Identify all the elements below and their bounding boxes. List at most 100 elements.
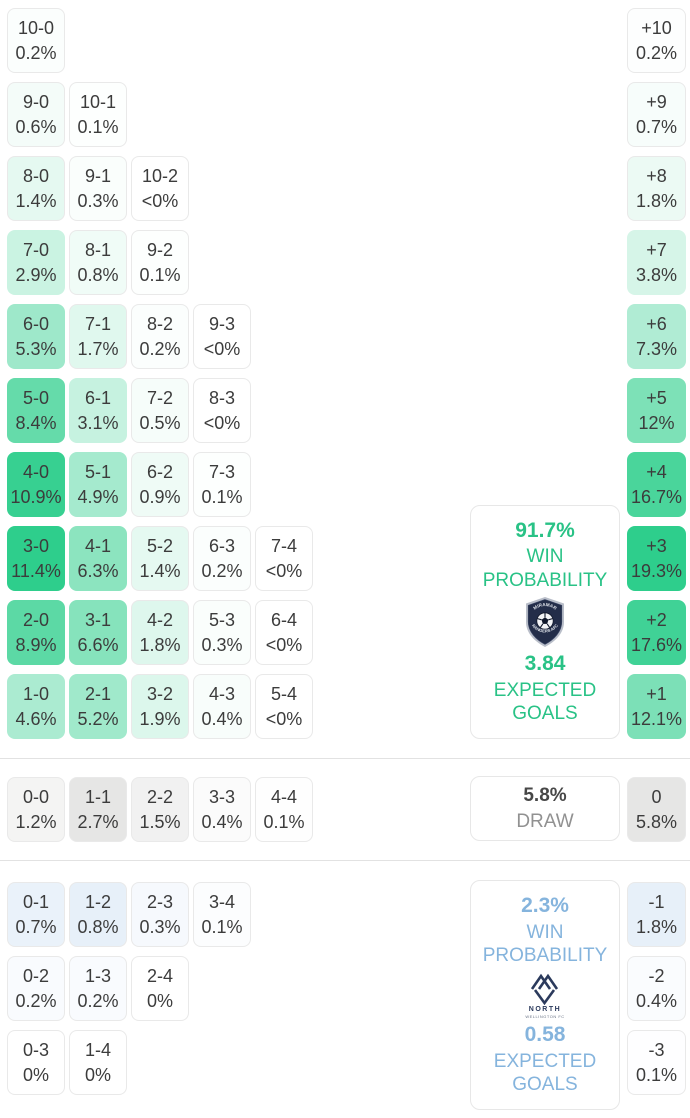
score-cell: 2-1 5.2%	[69, 674, 127, 739]
score-cell-probability: 4.6%	[15, 709, 57, 729]
score-cell: 4-2 1.8%	[131, 600, 189, 665]
score-cell: 8-1 0.8%	[69, 230, 127, 295]
away-team-logo-subtext: WELLINGTON FC	[525, 1014, 565, 1019]
score-cell-probability: 0.3%	[77, 191, 119, 211]
score-cell-value: 10-1	[79, 91, 117, 112]
score-cell: 0-1 0.7%	[7, 882, 65, 947]
score-cell: 8-0 1.4%	[7, 156, 65, 221]
goal-diff-cell: -1 1.8%	[627, 882, 686, 947]
goal-diff-cell-probability: 0.7%	[635, 117, 678, 137]
score-cell-value: 1-4	[84, 1039, 111, 1060]
score-cell-value: 1-2	[84, 891, 111, 912]
goal-diff-cell-value: +4	[646, 461, 667, 482]
goal-diff-cell-value: -3	[648, 1039, 665, 1060]
score-cell: 0-2 0.2%	[7, 956, 65, 1021]
score-cell: 6-0 5.3%	[7, 304, 65, 369]
goal-diff-cell: +3 19.3%	[627, 526, 686, 591]
score-cell-value: 8-0	[22, 165, 49, 186]
score-cell-value: 4-2	[146, 609, 173, 630]
away-team-logo-text: NORTH	[528, 1006, 562, 1013]
divider-bottom	[0, 860, 690, 861]
goal-diff-cell-probability: 1.8%	[635, 917, 678, 937]
score-cell: 4-1 6.3%	[69, 526, 127, 591]
score-cell-value: 4-1	[84, 535, 111, 556]
away-team-logo-icon	[530, 973, 559, 1005]
score-cell-value: 4-4	[270, 786, 297, 807]
score-cell-value: 3-4	[208, 891, 235, 912]
away-expected-goals-label: EXPECTED GOALS	[493, 1050, 597, 1095]
score-cell: 5-1 4.9%	[69, 452, 127, 517]
score-cell-probability: 0.3%	[139, 917, 181, 937]
score-cell-probability: 11.4%	[11, 561, 61, 581]
score-cell-value: 7-2	[146, 387, 173, 408]
score-cell-probability: <0%	[265, 709, 303, 729]
goal-diff-cell-value: +6	[646, 313, 667, 334]
score-cell-value: 1-0	[22, 683, 49, 704]
away-expected-goals-value: 0.58	[524, 1022, 566, 1046]
score-cell-probability: 0%	[84, 1065, 111, 1085]
score-cell: 3-3 0.4%	[193, 777, 251, 842]
score-cell-value: 9-2	[146, 239, 173, 260]
score-cell-probability: 1.4%	[15, 191, 57, 211]
score-cell-value: 0-1	[22, 891, 49, 912]
score-cell-probability: 0.2%	[15, 991, 57, 1011]
away-win-probability-label: WIN PROBABILITY	[482, 921, 608, 967]
score-cell: 2-0 8.9%	[7, 600, 65, 665]
goal-diff-cell: +5 12%	[627, 378, 686, 443]
score-cell-probability: 0.2%	[201, 561, 243, 581]
score-cell: 9-2 0.1%	[131, 230, 189, 295]
score-cell-probability: 0.1%	[201, 487, 243, 507]
score-cell-value: 10-0	[17, 17, 55, 38]
goal-diff-cell-probability: 0.1%	[635, 1065, 678, 1085]
score-cell: 4-0 10.9%	[7, 452, 65, 517]
score-cell: 5-4 <0%	[255, 674, 313, 739]
score-cell-probability: 0.7%	[15, 917, 57, 937]
score-cell-value: 1-1	[84, 786, 111, 807]
score-cell-probability: 0.4%	[201, 709, 243, 729]
score-cell-probability: <0%	[203, 413, 241, 433]
goal-diff-cell-value: +9	[646, 91, 667, 112]
score-cell-value: 6-2	[146, 461, 173, 482]
goal-diff-cell-probability: 3.8%	[635, 265, 678, 285]
home-win-panel: 91.7% WIN PROBABILITY MIRAMAR RANGERS AF…	[470, 505, 620, 739]
score-cell-probability: <0%	[265, 635, 303, 655]
draw-probability-value: 5.8%	[523, 784, 567, 806]
score-cell-probability: 10.9%	[10, 487, 62, 507]
score-cell-probability: 0.3%	[201, 635, 243, 655]
goal-diff-cell-value: -1	[648, 891, 665, 912]
goal-diff-cell-value: +5	[646, 387, 667, 408]
goal-diff-cell-value: +8	[646, 165, 667, 186]
score-cell: 7-1 1.7%	[69, 304, 127, 369]
score-cell-probability: 2.9%	[15, 265, 57, 285]
score-cell-probability: 1.8%	[139, 635, 181, 655]
score-cell-value: 0-0	[22, 786, 49, 807]
score-cell: 7-0 2.9%	[7, 230, 65, 295]
score-cell-probability: 0.1%	[263, 812, 305, 832]
score-cell: 8-2 0.2%	[131, 304, 189, 369]
score-cell-probability: 0.2%	[77, 991, 119, 1011]
goal-diff-cell: +7 3.8%	[627, 230, 686, 295]
score-cell: 3-4 0.1%	[193, 882, 251, 947]
score-cell-value: 7-4	[270, 535, 297, 556]
score-cell-probability: 0.1%	[77, 117, 119, 137]
score-cell: 0-3 0%	[7, 1030, 65, 1095]
score-cell-value: 6-0	[22, 313, 49, 334]
score-cell-probability: 1.9%	[139, 709, 181, 729]
score-cell: 5-3 0.3%	[193, 600, 251, 665]
score-cell-value: 2-2	[146, 786, 173, 807]
score-cell-value: 3-0	[22, 535, 49, 556]
score-cell-value: 6-1	[84, 387, 111, 408]
score-cell: 6-3 0.2%	[193, 526, 251, 591]
score-cell-value: 5-3	[208, 609, 235, 630]
goal-diff-cell: +6 7.3%	[627, 304, 686, 369]
score-cell-value: 0-3	[22, 1039, 49, 1060]
away-team-logo: NORTH WELLINGTON FC	[524, 971, 566, 1019]
score-cell-probability: 0.8%	[77, 265, 119, 285]
score-cell: 1-4 0%	[69, 1030, 127, 1095]
goal-diff-cell-value: 0	[651, 786, 662, 807]
goal-diff-cell: -3 0.1%	[627, 1030, 686, 1095]
goal-diff-cell-value: +2	[646, 609, 667, 630]
score-cell-value: 4-3	[208, 683, 235, 704]
score-cell-value: 7-3	[208, 461, 235, 482]
divider-top	[0, 758, 690, 759]
